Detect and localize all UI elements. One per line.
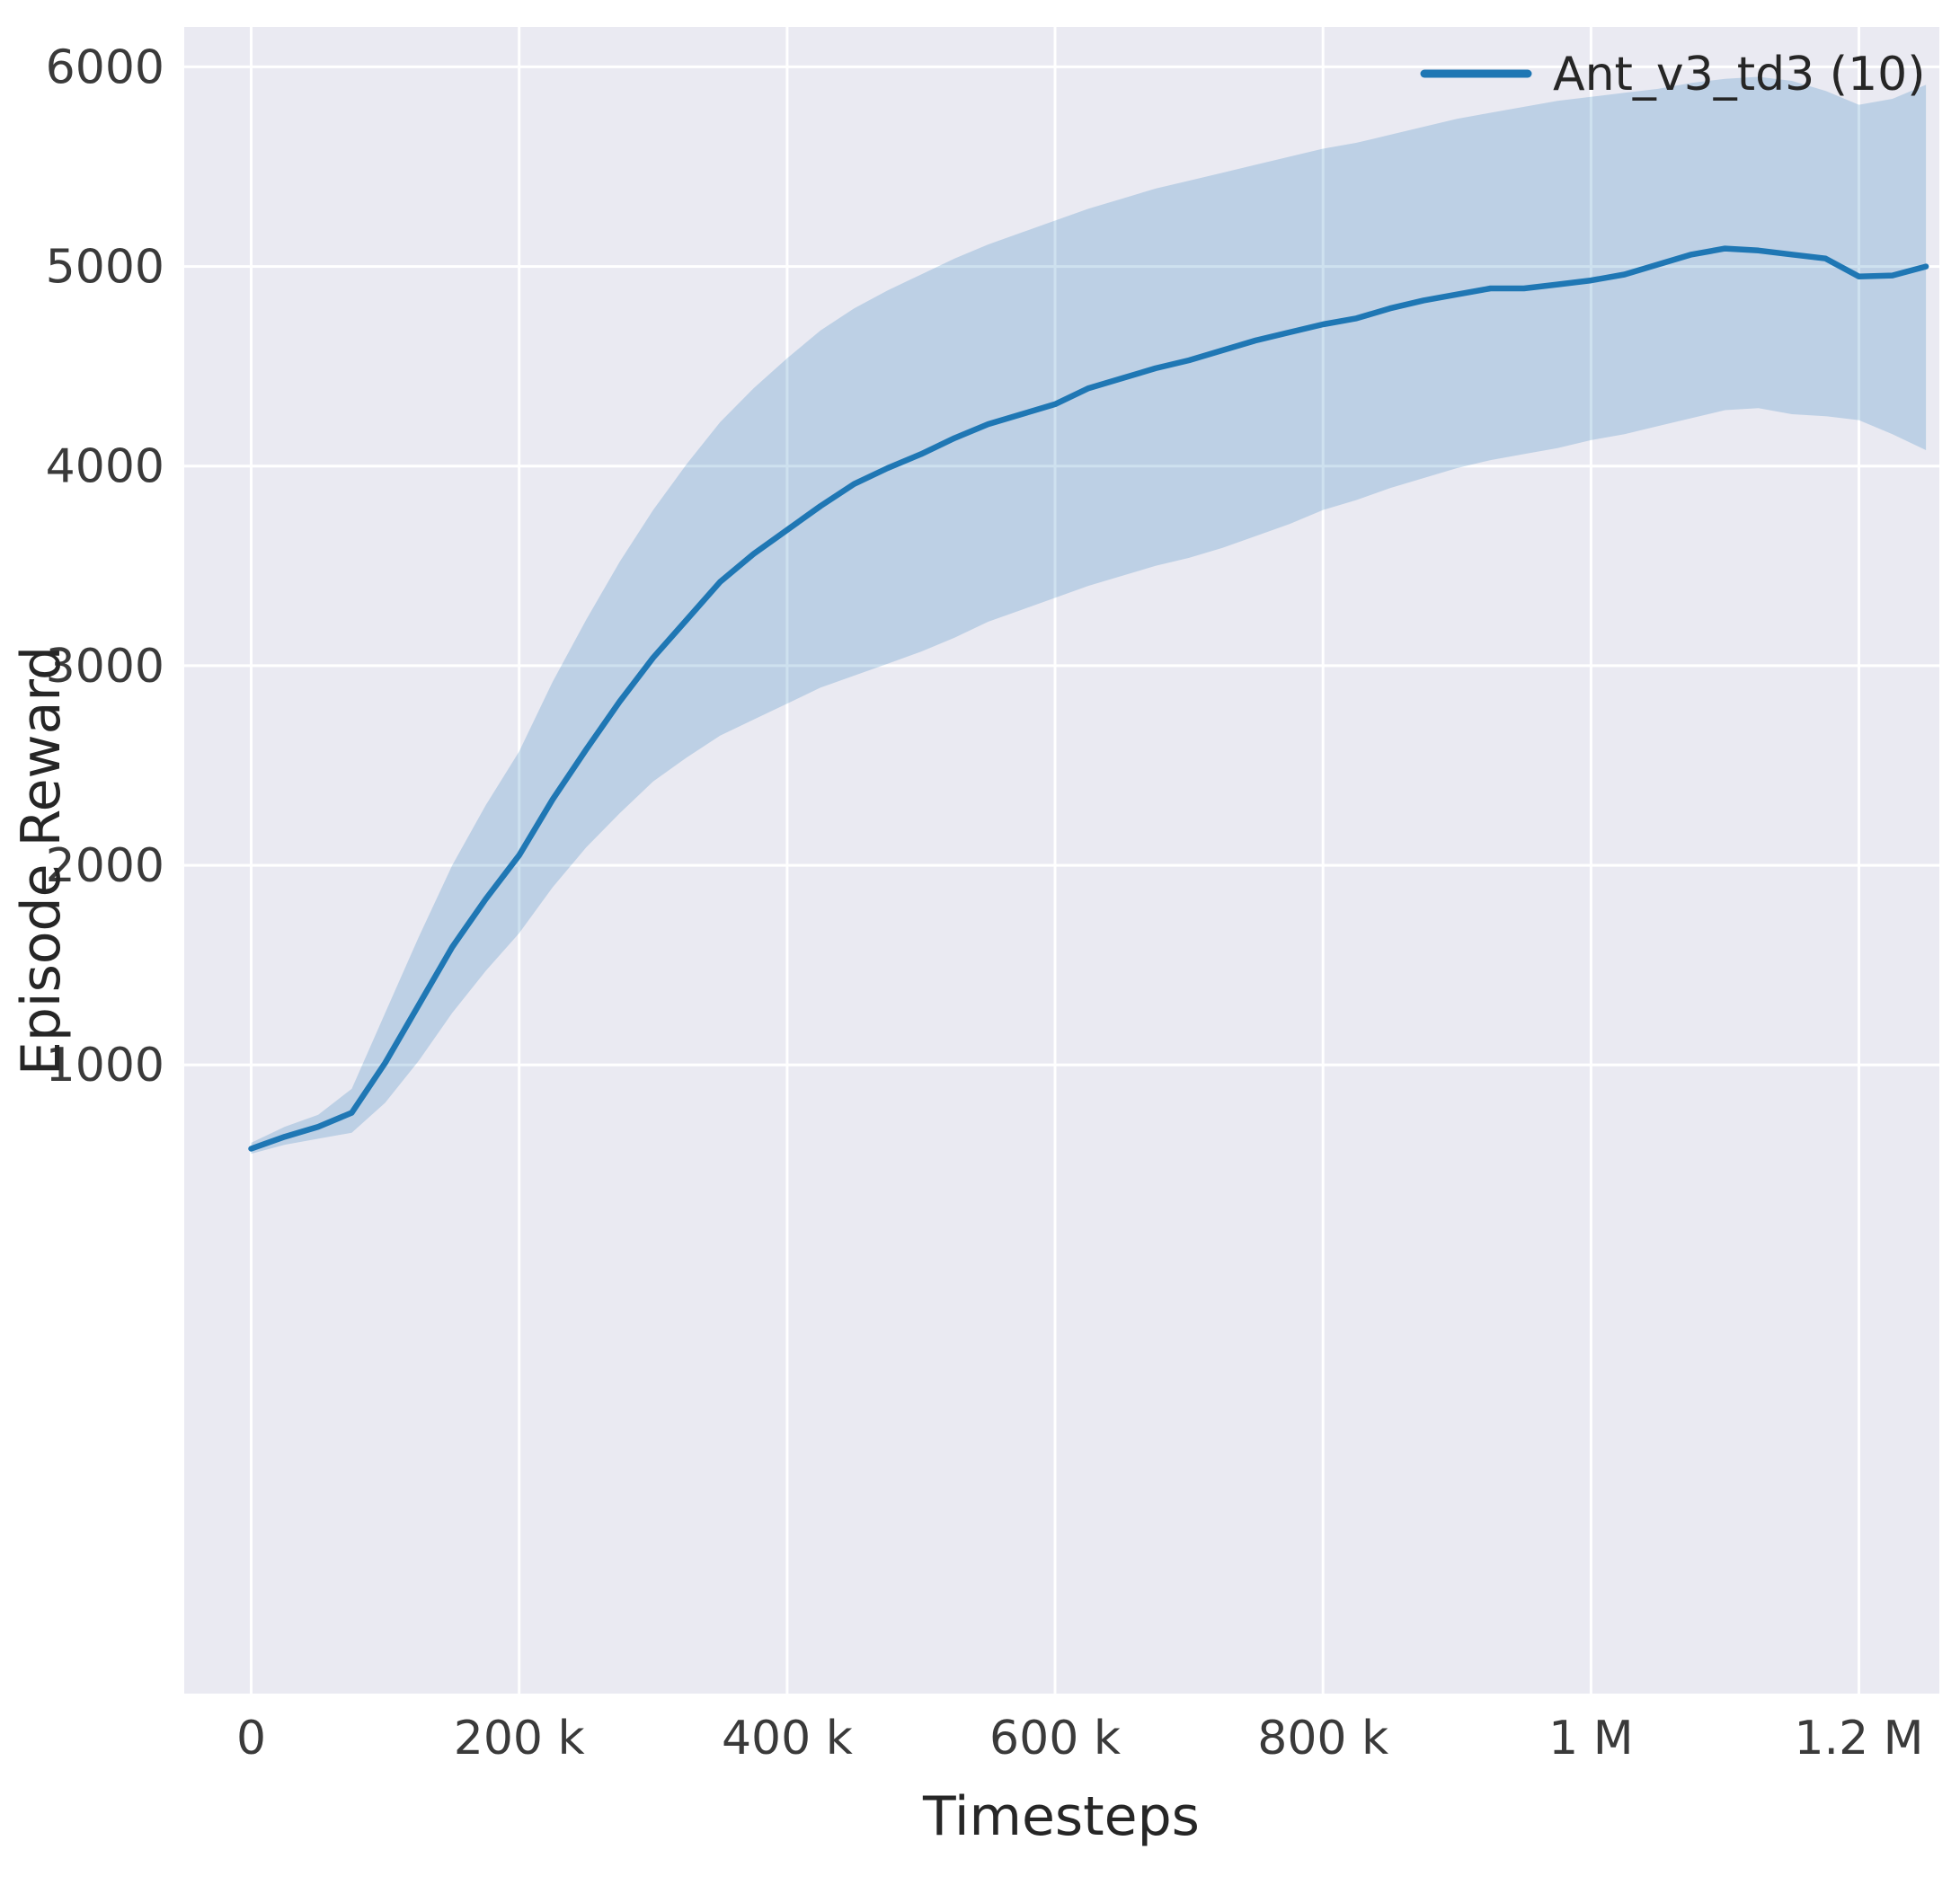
y-tick-label: 3000: [46, 640, 164, 694]
x-tick-label: 400 k: [722, 1712, 853, 1766]
plot-background: [184, 27, 1939, 1694]
x-axis-label: Timesteps: [922, 1785, 1200, 1848]
x-tick-label: 1 M: [1548, 1712, 1633, 1766]
x-tick-label: 0: [236, 1712, 266, 1766]
x-tick-label: 600 k: [989, 1712, 1121, 1766]
y-tick-label: 4000: [46, 440, 164, 494]
legend-label: Ant_v3_td3 (10): [1553, 48, 1926, 102]
y-tick-label: 1000: [46, 1039, 164, 1093]
x-tick-label: 1.2 M: [1794, 1712, 1923, 1766]
legend: Ant_v3_td3 (10): [1420, 48, 1926, 102]
y-axis-label: Episode Reward: [10, 646, 73, 1075]
y-tick-label: 6000: [46, 40, 164, 94]
y-tick-label: 5000: [46, 241, 164, 295]
plot-dynamic-layer: 0 200 k 400 k 600 k 800 k 1 M 1.2 M 1000 2000 300…: [46, 27, 1939, 1766]
confidence-band: [251, 76, 1927, 1155]
x-tick-label: 200 k: [454, 1712, 585, 1766]
y-tick-label: 2000: [46, 839, 164, 893]
series-line: [248, 245, 1929, 1152]
x-tick-label: 800 k: [1257, 1712, 1388, 1766]
